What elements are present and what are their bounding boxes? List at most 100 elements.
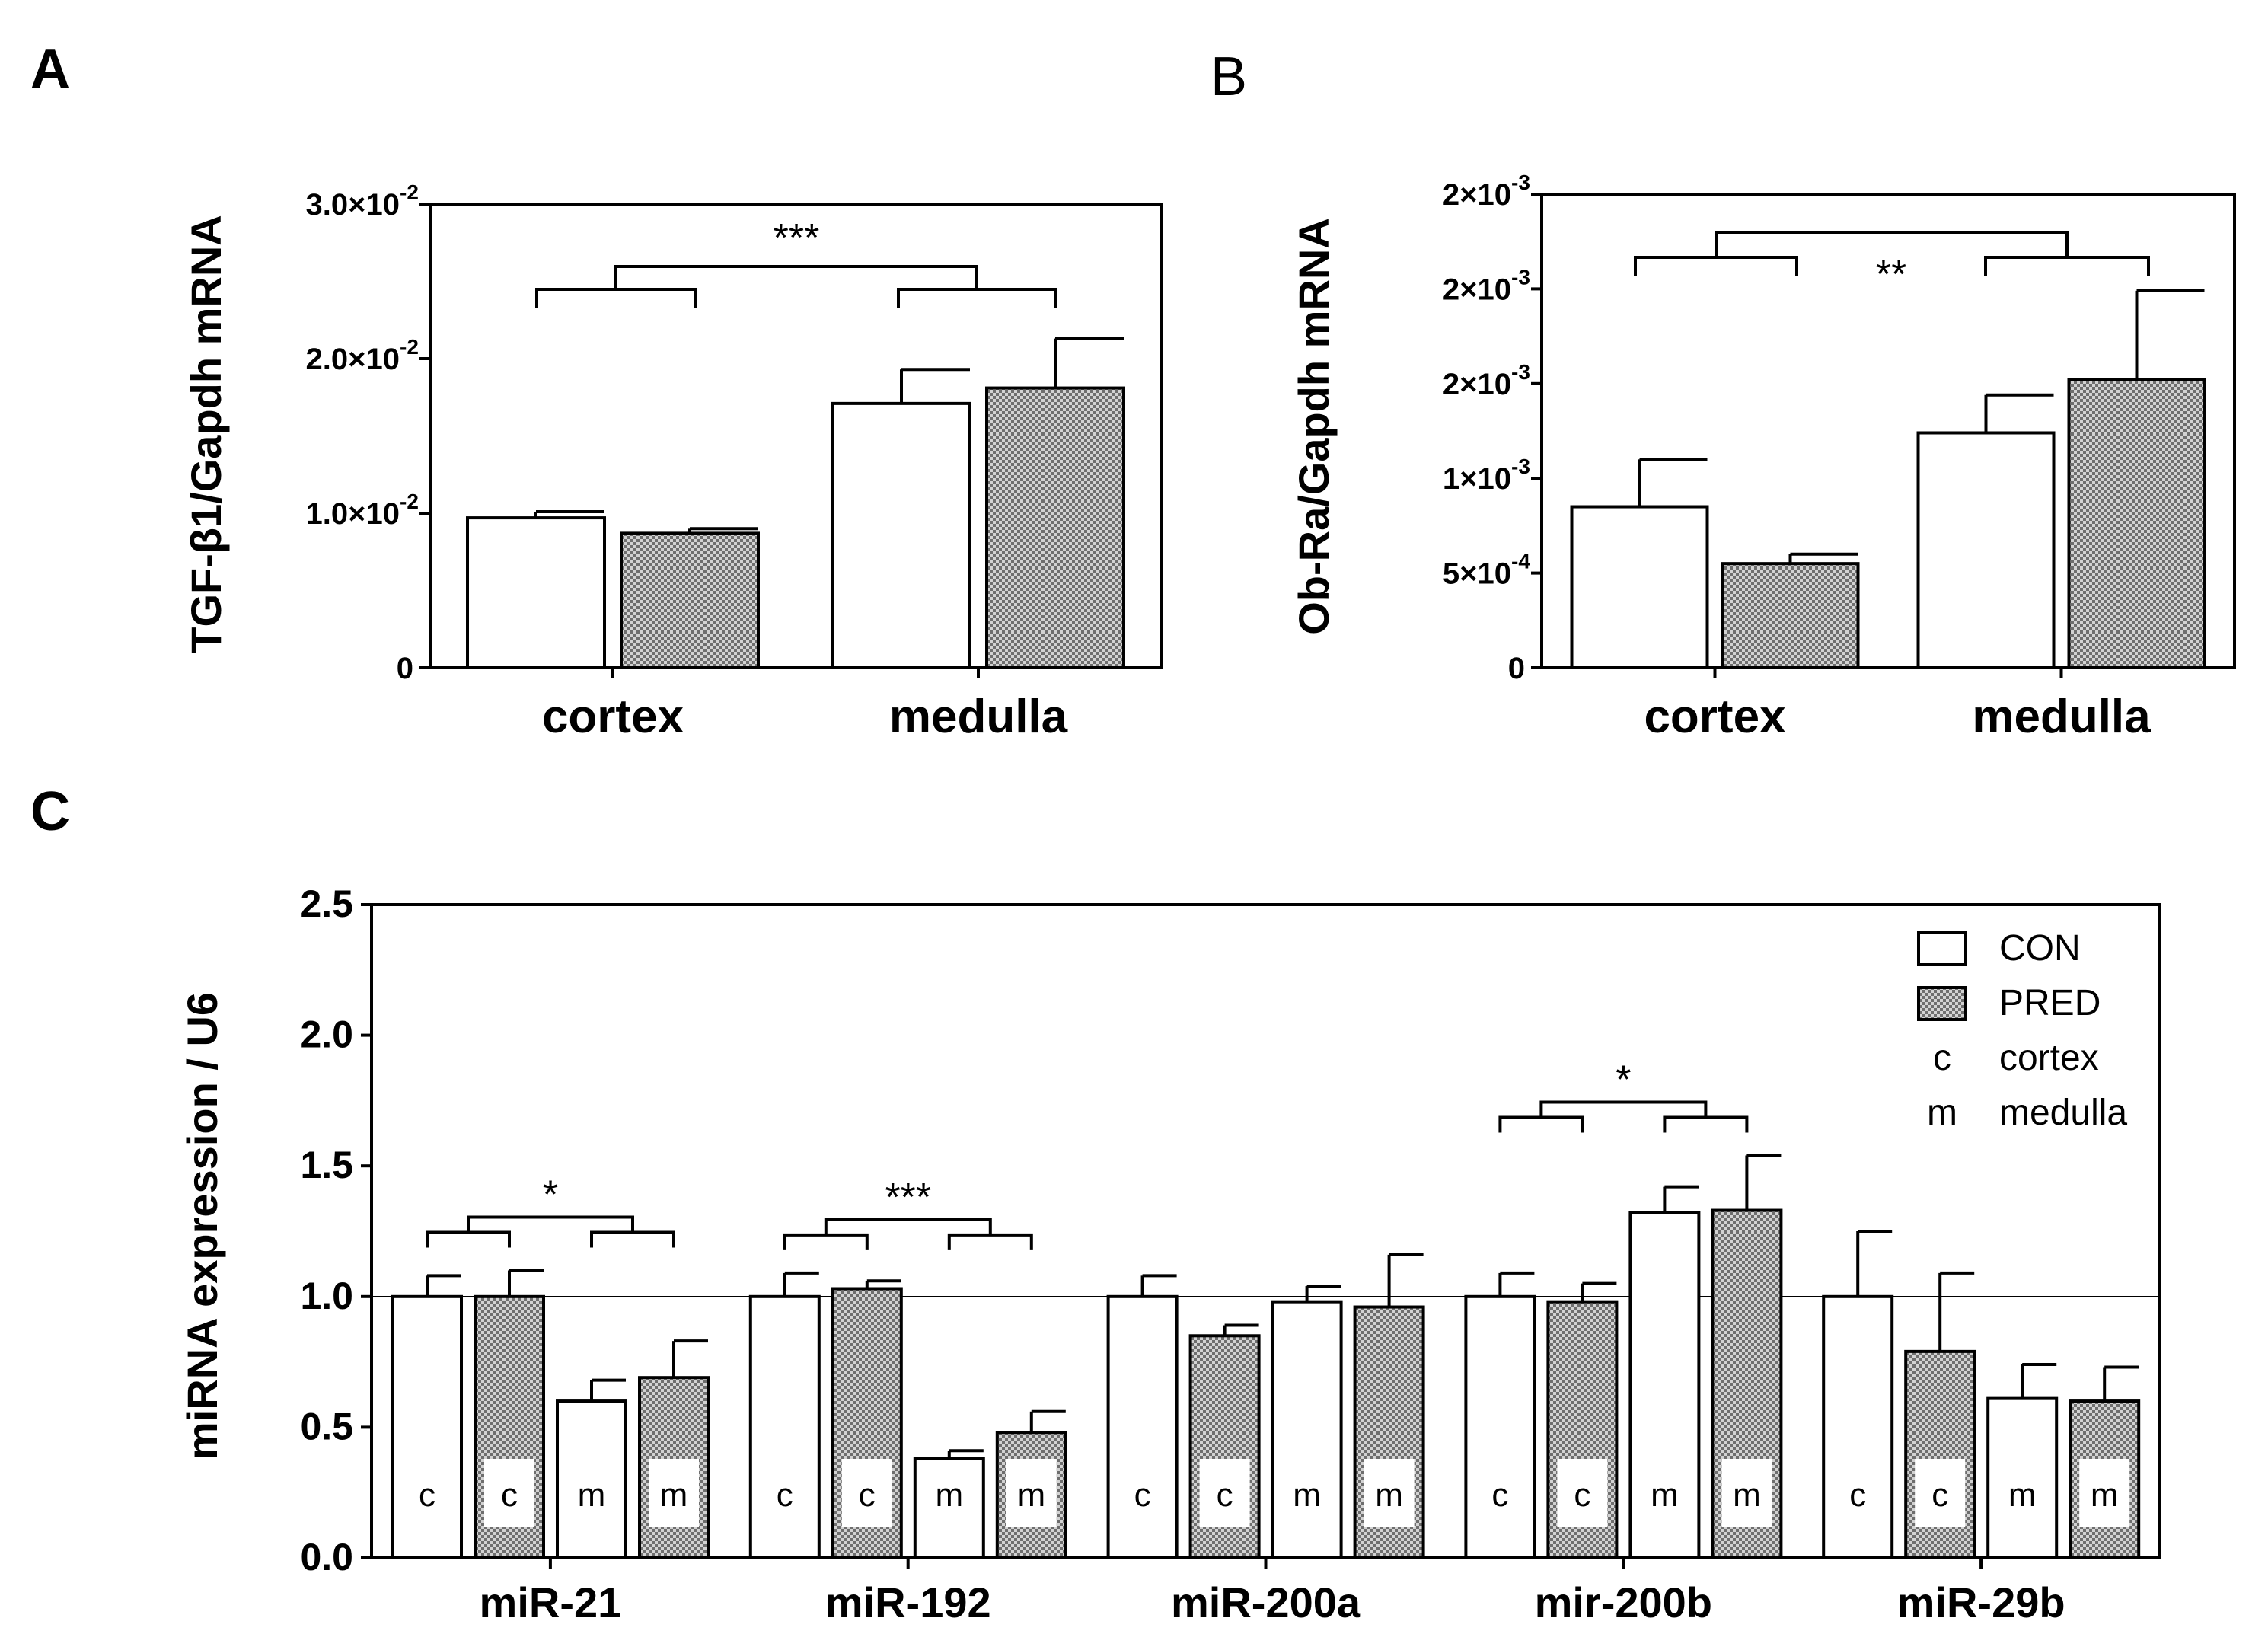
significance-bracket-main xyxy=(1539,1100,1708,1118)
panel-b-ylabel: Ob-Ra/Gapdh mRNA xyxy=(1290,218,1338,635)
significance-bracket-main xyxy=(1715,231,2069,257)
bar-con xyxy=(466,516,606,670)
panel-b-label: B xyxy=(1211,46,1247,107)
panel-c-label: C xyxy=(30,781,70,842)
significance-bracket xyxy=(590,1230,675,1248)
tissue-label: m xyxy=(2008,1476,2037,1514)
bar-con xyxy=(1822,1294,1894,1560)
y-tick-label: 2.5 xyxy=(300,882,353,925)
significance-bracket xyxy=(1984,256,2150,276)
tissue-label-box xyxy=(1915,1459,1966,1527)
panel-c-ylabel: miRNA expression / U6 xyxy=(178,992,226,1460)
legend-label: CON xyxy=(1999,928,2081,969)
tissue-label: m xyxy=(660,1476,688,1514)
bar-pred xyxy=(620,531,760,670)
y-tick-exponent: -2 xyxy=(400,490,419,513)
plot-frame xyxy=(1540,193,2236,669)
legend-label: medulla xyxy=(1999,1093,2127,1133)
bar-con xyxy=(831,401,971,669)
bar-pred xyxy=(985,386,1125,669)
tissue-label-box xyxy=(484,1459,534,1527)
bar-con xyxy=(391,1294,463,1560)
bar-con xyxy=(1271,1300,1343,1559)
tissue-label: m xyxy=(1293,1476,1321,1514)
y-tick-exponent: -3 xyxy=(1511,360,1530,384)
bar-con xyxy=(1916,431,2056,669)
tissue-label: c xyxy=(1134,1476,1151,1514)
x-category-label: miR-29b xyxy=(1897,1578,2065,1626)
significance-stars: * xyxy=(1616,1058,1631,1102)
y-tick-label: 0.5 xyxy=(300,1405,353,1447)
significance-bracket xyxy=(783,1233,869,1250)
x-category-label: medulla xyxy=(1972,691,2151,743)
tissue-label: c xyxy=(1574,1476,1590,1514)
y-tick-label: 0 xyxy=(1508,652,1525,685)
tissue-label-box xyxy=(649,1459,699,1527)
tissue-label: m xyxy=(1017,1476,1045,1514)
tissue-label: m xyxy=(1651,1476,1679,1514)
significance-stars: * xyxy=(543,1173,558,1217)
legend-key: m xyxy=(1927,1093,1957,1133)
significance-bracket xyxy=(947,1233,1033,1250)
y-tick-exponent: -2 xyxy=(400,335,419,359)
significance-stars: ** xyxy=(1876,253,1906,297)
tissue-label: m xyxy=(935,1476,963,1514)
bar-con xyxy=(1986,1396,2059,1559)
significance-bracket xyxy=(426,1230,511,1248)
tissue-label-box xyxy=(1006,1459,1057,1527)
y-tick-label: 1×10 xyxy=(1443,462,1511,496)
bar-con xyxy=(913,1457,985,1559)
y-tick-label: 0 xyxy=(397,652,413,685)
y-tick-exponent: -3 xyxy=(1511,455,1530,478)
y-tick-label: 2.0×10 xyxy=(306,343,400,376)
y-tick-exponent: -3 xyxy=(1511,171,1530,194)
tissue-label: c xyxy=(419,1476,435,1514)
legend-label: PRED xyxy=(1999,983,2101,1023)
legend-key: c xyxy=(1933,1038,1951,1078)
tissue-label: c xyxy=(1217,1476,1233,1514)
y-tick-exponent: -4 xyxy=(1511,550,1530,573)
y-tick-exponent: -2 xyxy=(400,180,419,204)
legend-swatch-pred xyxy=(1917,986,1967,1021)
y-tick-label: 2×10 xyxy=(1443,178,1511,212)
x-category-label: miR-192 xyxy=(825,1578,991,1626)
significance-bracket xyxy=(1634,256,1798,276)
significance-bracket xyxy=(1498,1115,1584,1133)
bar-pred xyxy=(2067,378,2206,669)
significance-bracket-main xyxy=(614,265,978,289)
bar-con xyxy=(556,1399,627,1559)
x-category-label: mir-200b xyxy=(1535,1578,1712,1626)
y-tick-exponent: -3 xyxy=(1511,265,1530,289)
bar-con xyxy=(1570,505,1709,670)
panel-a-label: A xyxy=(30,39,70,100)
tissue-label: m xyxy=(2091,1476,2119,1514)
x-category-label: miR-200a xyxy=(1171,1578,1361,1626)
tissue-label: m xyxy=(1733,1476,1761,1514)
tissue-label-box xyxy=(1557,1459,1608,1527)
tissue-label: c xyxy=(1849,1476,1866,1514)
significance-bracket xyxy=(1663,1115,1749,1133)
tissue-label: c xyxy=(501,1476,518,1514)
tissue-label-box xyxy=(2079,1459,2130,1527)
x-category-label: cortex xyxy=(542,691,684,743)
tissue-label-box xyxy=(841,1459,892,1527)
y-tick-label: 1.5 xyxy=(300,1144,353,1186)
bar-pred xyxy=(1721,562,1860,669)
y-tick-label: 2×10 xyxy=(1443,368,1511,401)
significance-bracket-main xyxy=(467,1215,634,1233)
tissue-label: c xyxy=(777,1476,793,1514)
bar-con xyxy=(1106,1294,1179,1560)
tissue-label-box xyxy=(1364,1459,1415,1527)
y-tick-label: 1.0 xyxy=(300,1275,353,1317)
y-tick-label: 1.0×10 xyxy=(306,497,400,531)
plot-frame xyxy=(429,203,1163,669)
significance-stars: *** xyxy=(885,1176,931,1220)
x-category-label: miR-21 xyxy=(480,1578,622,1626)
bar-con xyxy=(748,1294,821,1560)
y-tick-label: 2×10 xyxy=(1443,273,1511,306)
tissue-label: c xyxy=(859,1476,876,1514)
y-tick-label: 0.0 xyxy=(300,1536,353,1578)
